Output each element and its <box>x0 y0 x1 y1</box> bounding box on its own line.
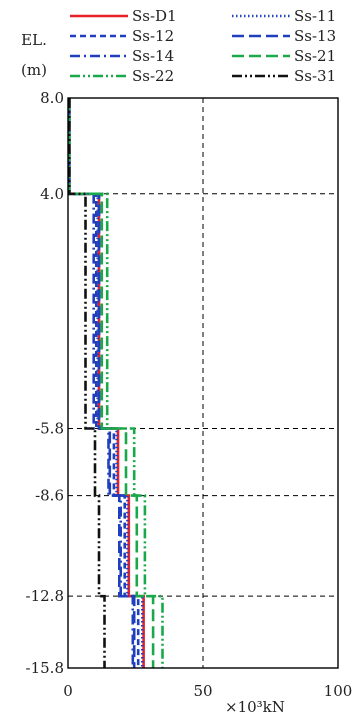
series-line-ss-22 <box>68 98 164 668</box>
y-tick-label: -8.6 <box>35 487 64 505</box>
legend-label: Ss-22 <box>132 67 174 85</box>
legend-label: Ss-14 <box>132 47 174 65</box>
y-axis-label-line2: (m) <box>21 61 47 79</box>
legend: Ss-D1 Ss-11 Ss-12 Ss-13 Ss-14 Ss-21 Ss-22 Ss-31 <box>70 7 336 85</box>
y-tick-label: 4.0 <box>40 185 64 203</box>
y-tick-label: 8.0 <box>40 89 64 107</box>
legend-label: Ss-21 <box>294 47 336 65</box>
series-layer <box>68 98 164 668</box>
x-axis-label: ×10³kN <box>225 698 285 716</box>
y-tick-label: -12.8 <box>26 587 64 605</box>
legend-label: Ss-13 <box>294 27 336 45</box>
y-tick-label: -5.8 <box>35 420 64 438</box>
legend-label: Ss-12 <box>132 27 174 45</box>
y-tick-label: -15.8 <box>26 659 64 677</box>
series-line-ss-21 <box>68 98 155 668</box>
legend-label: Ss-11 <box>294 7 336 25</box>
plot-frame <box>67 97 339 669</box>
series-line-ss-31 <box>68 98 106 668</box>
x-tick-label: 100 <box>324 682 353 700</box>
x-axis-ticks: 0 50 100 <box>63 682 352 700</box>
x-tick-label: 0 <box>63 682 73 700</box>
y-axis-label-line1: EL. <box>21 31 47 49</box>
x-tick-label: 50 <box>193 682 212 700</box>
series-line-ss-11 <box>68 98 144 668</box>
y-axis-ticks: 8.0 4.0 -5.8 -8.6 -12.8 -15.8 <box>26 89 64 677</box>
legend-label: Ss-D1 <box>132 7 177 25</box>
legend-label: Ss-31 <box>294 67 336 85</box>
